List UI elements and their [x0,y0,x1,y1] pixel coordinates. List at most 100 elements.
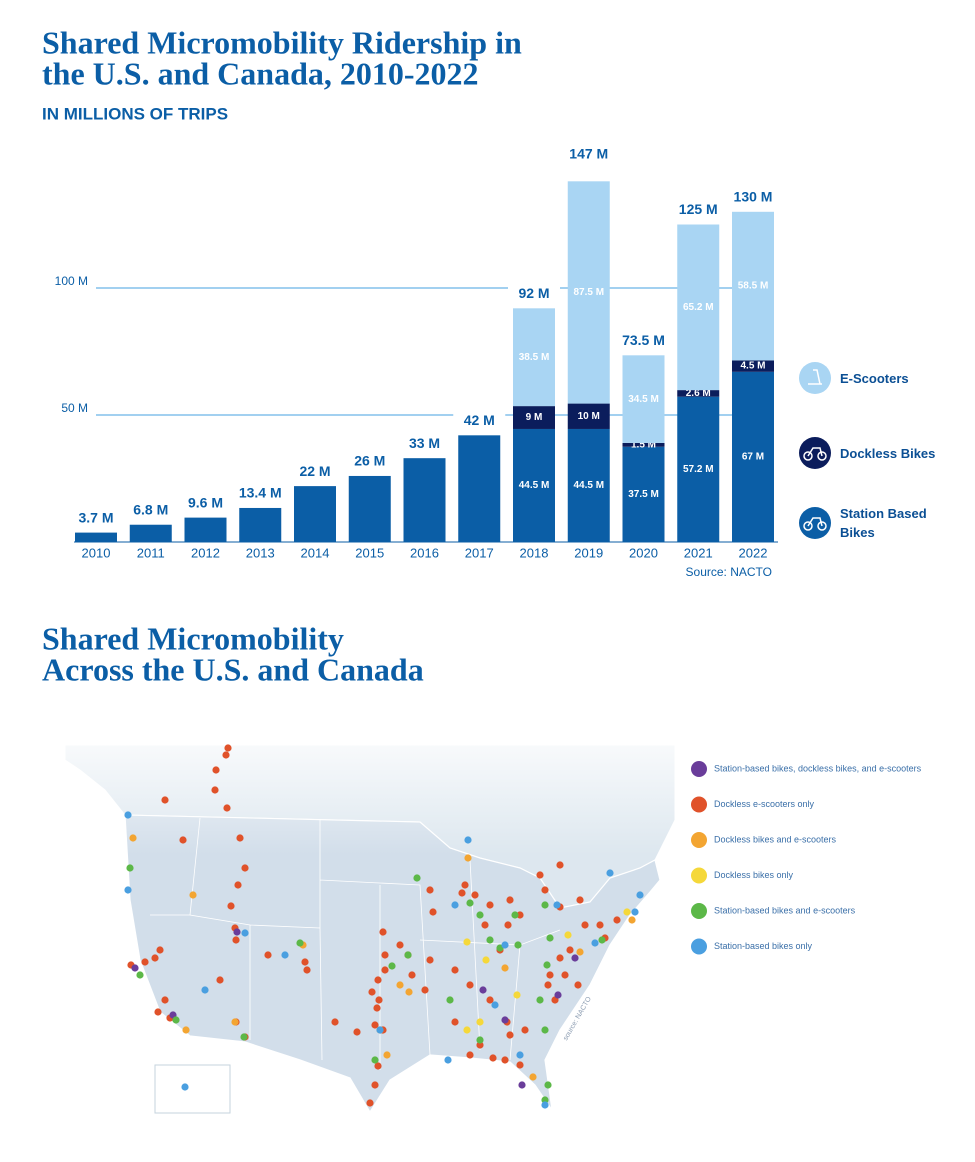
map-dot [216,976,224,984]
map-legend-dot [691,761,707,777]
map-dot [444,1056,452,1064]
map-dot [561,971,569,979]
bar-segment [677,224,720,391]
segment-label: 34.5 M [628,394,659,405]
legend-icon [799,507,831,539]
map-dot [233,928,241,936]
total-label-bg [343,452,396,471]
map-dot [613,916,621,924]
map-dot [546,934,554,942]
map-dot [405,988,413,996]
map-dot [374,1062,382,1070]
map-dot [476,911,484,919]
map-dot [543,961,551,969]
map-title: Shared Micromobility [42,620,344,656]
bar-segment [622,355,665,443]
map-legend-dot [691,938,707,955]
total-label: 125 M [679,201,718,217]
map-dot [513,991,521,999]
map-dot [623,908,631,916]
map-dot [161,996,169,1004]
bar-segment [567,181,610,404]
map-dot [606,869,614,877]
map-dot [451,966,459,974]
map-dot [212,766,220,774]
map-dot [426,956,434,964]
total-label-bg [453,412,506,431]
map-dot [482,956,490,964]
bar-segment [567,403,610,429]
map-dot [541,1101,549,1109]
bar-segment [75,532,117,542]
map-dot [331,1018,339,1026]
map-dot [506,896,514,904]
map-dot [413,874,421,882]
segment-label: 4.5 M [740,361,765,372]
total-label-bg [562,145,615,164]
map-dot [126,864,134,872]
map-legend-label: Dockless bikes and e-scooters [714,834,837,844]
map-legend-label: Dockless bikes only [714,870,794,880]
legend-glyph [803,447,827,461]
map-dot [461,881,469,889]
map-dot [376,1026,384,1034]
map-dot [486,996,494,1004]
map-dot [541,1096,549,1104]
bar-segment [567,428,610,542]
map-dot [556,861,564,869]
map-dot [504,921,512,929]
map-dot [240,1033,248,1041]
legend-icon [799,437,831,469]
total-label: 6.8 M [133,501,168,517]
map-dot [536,996,544,1004]
total-label: 73.5 M [622,332,665,348]
map-dot [154,1008,162,1016]
total-label: 42 M [464,412,495,428]
segment-label: 58.5 M [738,281,769,292]
map-dot [223,804,231,812]
hawaii-inset [154,1064,231,1114]
total-label-bg [727,188,779,207]
map-dot [491,1001,499,1009]
map-dot [131,964,139,972]
map-dot [182,1026,190,1034]
map-legend-dot [691,903,707,919]
map-dot [375,996,383,1004]
map-dot [486,936,494,944]
map-dot [574,981,582,989]
map-dot [598,936,606,944]
x-tick-label: 2011 [137,545,165,560]
map-dot [636,891,644,899]
x-tick-label: 2018 [520,545,549,560]
map-dot [521,1026,529,1034]
bar-segment [622,442,665,447]
total-label-bg [124,501,177,520]
map-dot [466,899,474,907]
bar-segment [458,435,501,542]
total-label: 9.6 M [188,494,223,510]
map-dot [296,939,304,947]
map-dot [353,1028,361,1036]
map-dot [234,881,242,889]
map-dot [236,834,244,842]
map-dot [446,996,454,1004]
segment-label: 2.6 M [686,388,711,399]
total-label: 13.4 M [239,485,282,501]
map-legend-label: Station-based bikes and e-scooters [714,905,856,915]
wheel [803,521,813,531]
map-dot [156,946,164,954]
map-dot [591,939,599,947]
segment-label: 67 M [742,452,764,463]
map-dot [421,986,429,994]
map-dot [426,886,434,894]
map-dot [514,941,522,949]
bar-segment [513,428,555,542]
wheel [817,521,827,531]
map-dot [179,836,187,844]
map-dot [516,1051,524,1059]
map-dot [466,1051,474,1059]
scooter-glyph [808,369,822,385]
map-dot [481,921,489,929]
y-tick-label: 100 M [55,274,88,288]
